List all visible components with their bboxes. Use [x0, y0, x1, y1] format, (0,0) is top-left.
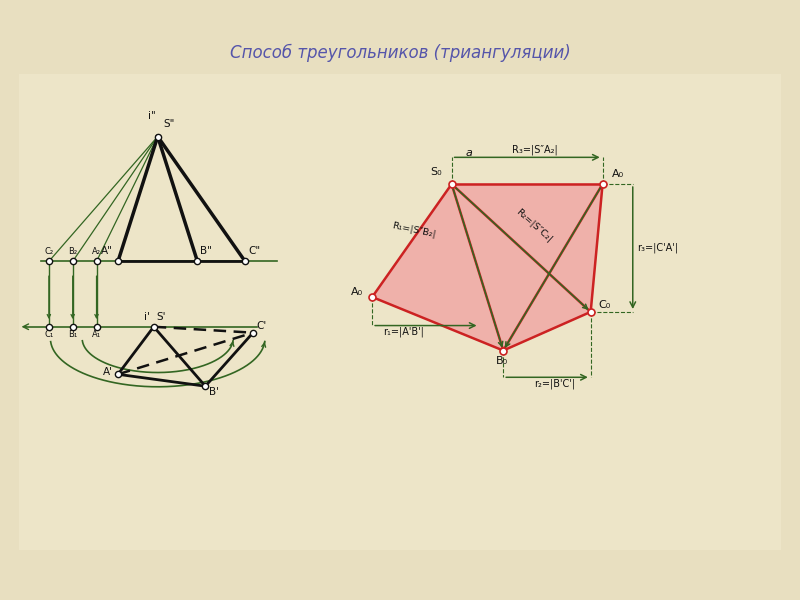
Text: A₀: A₀ — [350, 287, 362, 296]
Text: A₁: A₁ — [92, 331, 101, 340]
Text: R₃=|S″A₂|: R₃=|S″A₂| — [512, 145, 558, 155]
Text: C₁: C₁ — [44, 331, 54, 340]
Text: C': C' — [256, 321, 266, 331]
Text: i': i' — [144, 311, 150, 322]
Text: Способ треугольников (триангуляции): Способ треугольников (триангуляции) — [230, 44, 570, 62]
Text: B₂: B₂ — [68, 247, 78, 256]
Text: A₂: A₂ — [92, 247, 101, 256]
Text: r₃=|C'A'|: r₃=|C'A'| — [637, 243, 678, 253]
Text: C": C" — [248, 245, 260, 256]
Text: S': S' — [156, 311, 166, 322]
Text: C₂: C₂ — [44, 247, 54, 256]
Text: B₁: B₁ — [68, 331, 78, 340]
Text: A₀: A₀ — [612, 169, 624, 179]
Text: B₀: B₀ — [496, 356, 508, 365]
Text: a: a — [466, 148, 473, 158]
Text: A': A' — [103, 367, 114, 377]
Text: C₀: C₀ — [598, 301, 611, 310]
Text: r₂=|B'C'|: r₂=|B'C'| — [534, 378, 575, 389]
Text: A": A" — [102, 245, 114, 256]
FancyBboxPatch shape — [18, 74, 782, 550]
Text: r₁=|A'B'|: r₁=|A'B'| — [383, 326, 425, 337]
Text: B': B' — [209, 386, 218, 397]
Text: S": S" — [163, 119, 174, 129]
Text: i": i" — [147, 110, 155, 121]
Text: R₂=|S″C₂|: R₂=|S″C₂| — [514, 207, 553, 244]
Text: R₁=|S″B₂|: R₁=|S″B₂| — [391, 221, 437, 239]
Text: B": B" — [200, 245, 212, 256]
Text: S₀: S₀ — [430, 167, 442, 176]
Polygon shape — [372, 184, 602, 350]
